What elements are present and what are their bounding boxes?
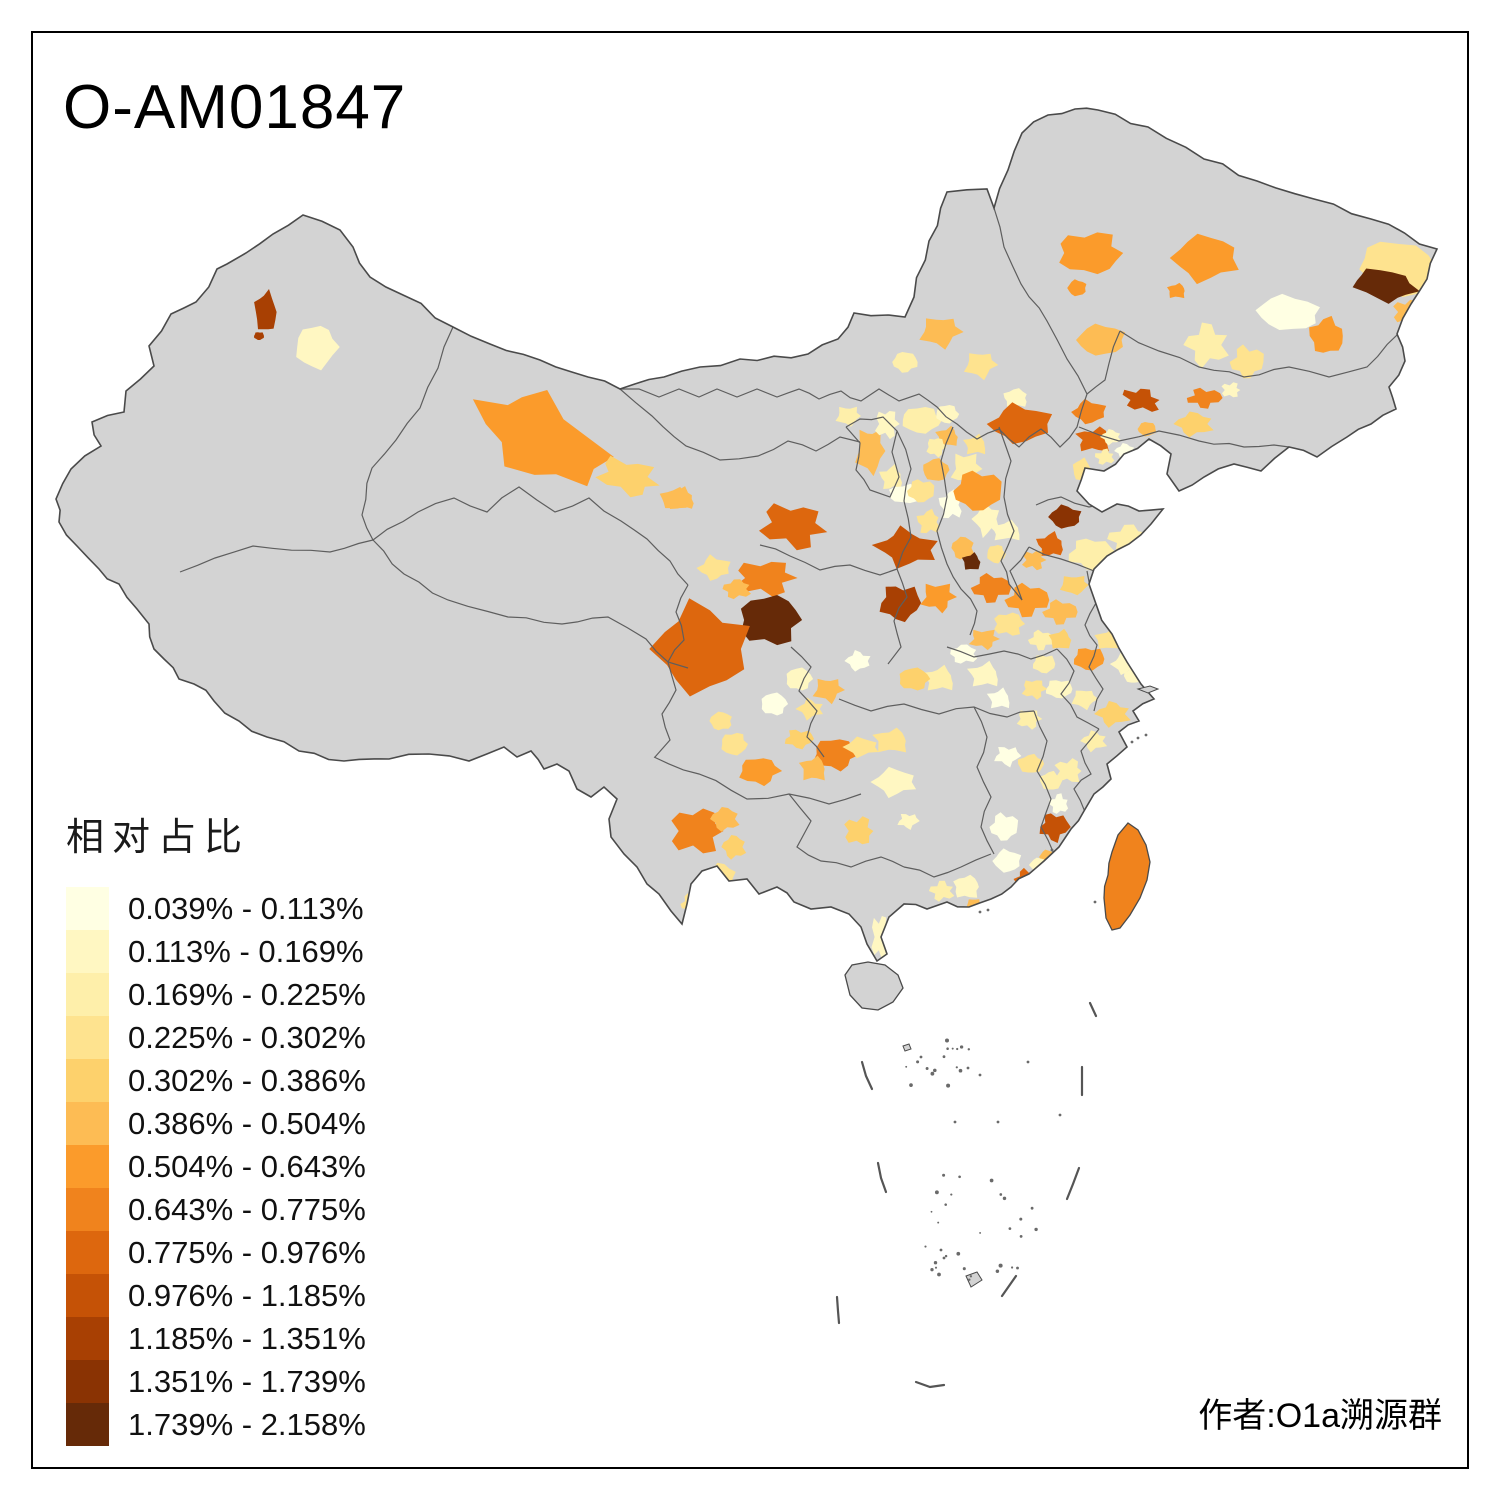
legend-label: 0.643% - 0.775% <box>128 1191 366 1227</box>
legend-label: 0.225% - 0.302% <box>128 1019 366 1055</box>
legend-label: 0.976% - 1.185% <box>128 1277 366 1313</box>
legend-swatch <box>66 973 109 1016</box>
sea-boundary-dash <box>876 1161 888 1194</box>
legend-item: 1.185% - 1.351% <box>66 1317 366 1360</box>
legend-label: 1.185% - 1.351% <box>128 1320 366 1356</box>
sea-boundary-dash <box>1065 1166 1081 1201</box>
sea-boundary-dash <box>860 1060 874 1091</box>
sea-boundary-dash <box>1088 1001 1098 1018</box>
author-credit: 作者:O1a溯源群 <box>1198 1397 1442 1435</box>
legend: 相对占比 0.039% - 0.113% 0.113% - 0.169% 0.169… <box>66 806 366 1446</box>
legend-item: 1.739% - 2.158% <box>66 1403 366 1446</box>
legend-swatch <box>66 1102 109 1145</box>
legend-title: 相对占比 <box>66 817 251 859</box>
sea-islets <box>905 733 1148 1281</box>
legend-item: 0.976% - 1.185% <box>66 1274 366 1317</box>
legend-swatch <box>66 887 109 930</box>
sea-boundary-dash <box>1000 1274 1018 1298</box>
legend-label: 0.504% - 0.643% <box>128 1148 366 1184</box>
legend-swatch <box>66 1231 109 1274</box>
legend-label: 0.169% - 0.225% <box>128 976 366 1012</box>
taiwan-island <box>1103 822 1151 931</box>
hainan-island <box>844 961 904 1011</box>
legend-swatch <box>66 930 109 973</box>
legend-label: 0.775% - 0.976% <box>128 1234 366 1270</box>
legend-item: 0.386% - 0.504% <box>66 1102 366 1145</box>
legend-label: 0.039% - 0.113% <box>128 890 364 926</box>
legend-item: 0.225% - 0.302% <box>66 1016 366 1059</box>
legend-swatch <box>66 1145 109 1188</box>
legend-item: 0.169% - 0.225% <box>66 973 366 1016</box>
legend-item: 1.351% - 1.739% <box>66 1360 366 1403</box>
legend-rows: 0.039% - 0.113% 0.113% - 0.169% 0.169% - 0… <box>66 887 366 1446</box>
legend-swatch <box>66 1360 109 1403</box>
legend-label: 0.302% - 0.386% <box>128 1062 366 1098</box>
province-borders <box>179 207 1399 885</box>
sea-boundary-dash <box>914 1380 946 1389</box>
legend-item: 0.775% - 0.976% <box>66 1231 366 1274</box>
legend-item: 0.504% - 0.643% <box>66 1145 366 1188</box>
legend-swatch <box>66 1403 109 1446</box>
map-title: O-AM01847 <box>63 73 407 142</box>
legend-label: 0.386% - 0.504% <box>128 1105 366 1141</box>
legend-swatch <box>66 1274 109 1317</box>
legend-swatch <box>66 1188 109 1231</box>
legend-swatch <box>66 1059 109 1102</box>
legend-label: 1.739% - 2.158% <box>128 1406 366 1442</box>
legend-swatch <box>66 1317 109 1360</box>
legend-item: 0.302% - 0.386% <box>66 1059 366 1102</box>
legend-item: 0.643% - 0.775% <box>66 1188 366 1231</box>
legend-label: 0.113% - 0.169% <box>128 933 364 969</box>
plot-border-frame <box>31 31 1469 1469</box>
sea-boundary-dash <box>835 1295 841 1325</box>
legend-item: 0.113% - 0.169% <box>66 930 366 973</box>
legend-item: 0.039% - 0.113% <box>66 887 366 930</box>
legend-swatch <box>66 1016 109 1059</box>
legend-label: 1.351% - 1.739% <box>128 1363 366 1399</box>
